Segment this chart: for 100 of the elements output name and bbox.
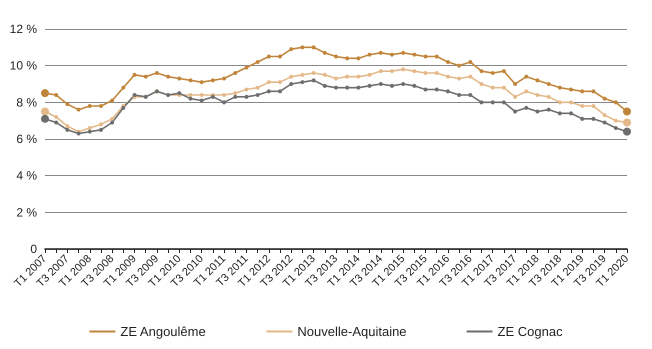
legend-label: Nouvelle-Aquitaine <box>297 324 407 339</box>
point <box>312 78 316 82</box>
point <box>244 94 248 99</box>
point <box>513 82 518 86</box>
point <box>591 104 596 108</box>
point <box>580 104 584 108</box>
point <box>278 89 282 94</box>
point <box>558 86 562 90</box>
point <box>457 93 462 97</box>
point <box>535 110 540 114</box>
point <box>88 104 92 108</box>
point <box>457 76 462 80</box>
point <box>222 100 226 104</box>
point <box>368 52 372 57</box>
point <box>188 78 192 82</box>
point <box>98 122 103 126</box>
point <box>356 86 360 90</box>
point <box>513 110 518 114</box>
point <box>334 86 338 90</box>
point <box>356 56 360 60</box>
y-tick-label: 0 <box>30 242 38 256</box>
point <box>580 89 584 94</box>
point <box>368 84 372 88</box>
point <box>144 74 148 79</box>
y-tick-label: 12 % <box>10 22 38 36</box>
point <box>300 45 304 50</box>
point <box>54 115 58 119</box>
point <box>424 71 428 75</box>
point <box>480 69 484 74</box>
point <box>233 91 238 96</box>
point <box>558 100 562 104</box>
point <box>446 60 450 64</box>
point <box>132 72 137 77</box>
point <box>614 100 618 104</box>
point <box>401 67 406 72</box>
point <box>266 54 271 58</box>
point <box>502 86 506 90</box>
point <box>401 50 406 55</box>
point <box>569 111 574 116</box>
point <box>289 82 294 86</box>
point <box>602 96 607 101</box>
point <box>266 89 271 94</box>
point <box>233 94 238 99</box>
point <box>88 130 92 134</box>
point <box>110 116 114 121</box>
point <box>434 88 439 92</box>
point <box>200 80 204 84</box>
point <box>434 71 439 75</box>
point <box>378 82 383 86</box>
point <box>222 76 226 80</box>
point <box>322 84 327 88</box>
point <box>110 98 114 102</box>
point <box>524 74 528 79</box>
point <box>256 60 260 64</box>
point <box>390 69 394 74</box>
point <box>546 82 551 86</box>
point <box>424 54 428 58</box>
point <box>334 76 338 80</box>
point <box>312 71 316 75</box>
y-tick-label: 6 % <box>16 132 38 146</box>
point <box>65 124 70 128</box>
point <box>54 120 58 124</box>
point <box>468 93 472 97</box>
point <box>378 69 383 74</box>
point <box>614 126 618 130</box>
y-tick-label: 10 % <box>10 58 38 73</box>
point <box>289 47 294 52</box>
point <box>401 82 406 86</box>
point <box>602 113 607 118</box>
point <box>412 69 416 74</box>
point <box>289 74 294 79</box>
point <box>490 100 495 104</box>
point <box>546 108 551 112</box>
y-tick-label: 8 % <box>16 95 38 110</box>
point <box>356 74 360 79</box>
point <box>322 50 327 55</box>
point <box>378 50 383 55</box>
point <box>256 93 260 97</box>
point <box>424 88 428 92</box>
point <box>591 116 596 121</box>
point <box>368 72 372 77</box>
point <box>65 128 70 132</box>
point <box>591 89 596 94</box>
point <box>188 93 192 97</box>
point <box>121 86 126 90</box>
point <box>602 120 607 124</box>
point <box>110 120 114 124</box>
point <box>345 74 350 79</box>
point <box>177 76 182 80</box>
point <box>490 86 495 90</box>
point <box>154 71 159 75</box>
point <box>524 89 528 94</box>
y-tick-label: 4 % <box>16 168 38 183</box>
point <box>446 89 450 94</box>
point <box>513 94 518 99</box>
legend-label: ZE Angoulême <box>120 324 206 339</box>
point <box>210 78 215 82</box>
point <box>233 71 238 75</box>
point <box>558 111 562 116</box>
point <box>312 45 316 50</box>
